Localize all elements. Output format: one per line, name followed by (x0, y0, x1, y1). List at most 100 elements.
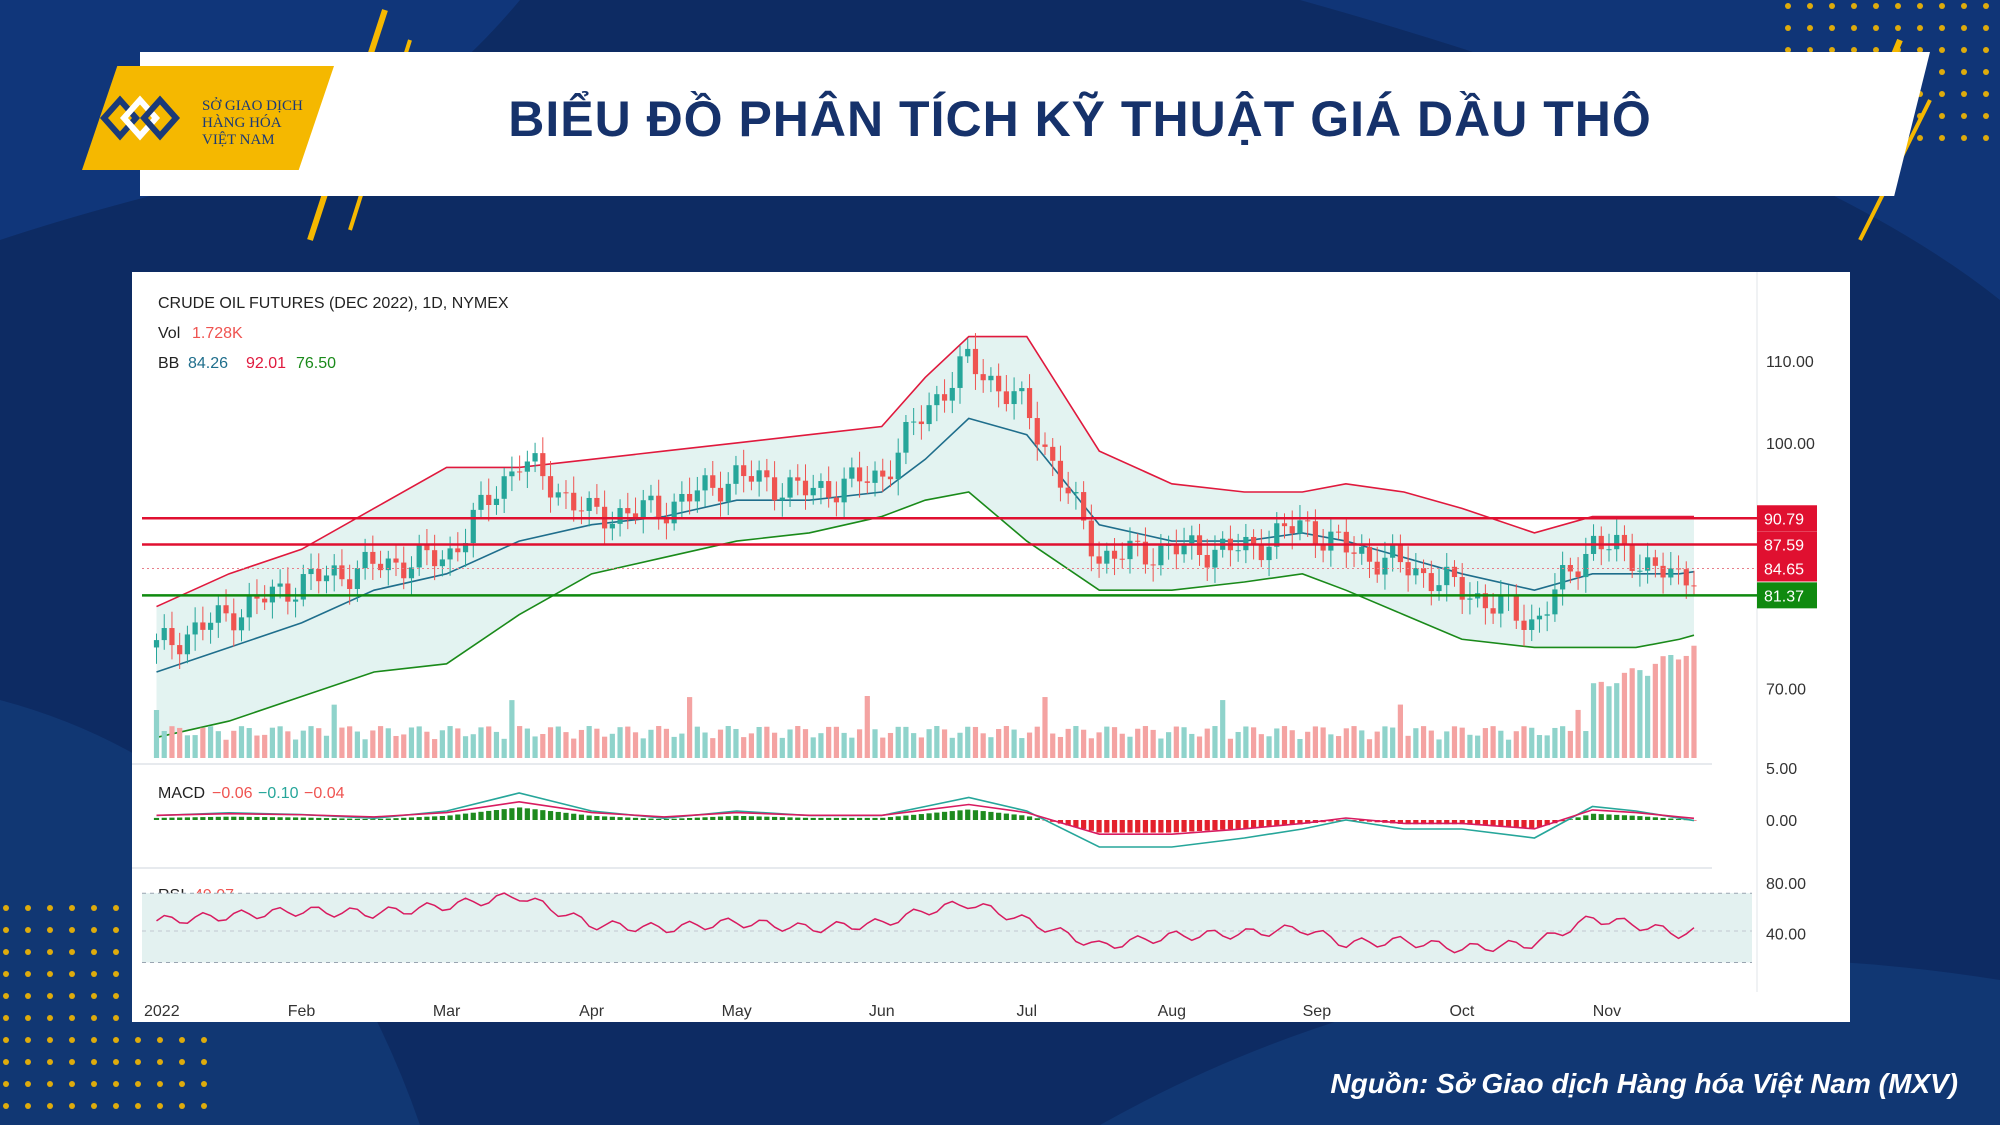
volume-bar (462, 736, 469, 758)
candle-body (1057, 460, 1064, 488)
candle-body (532, 453, 538, 462)
candle-body (988, 375, 994, 381)
macd-histogram-bar (292, 817, 299, 820)
level-tag-label: 84.65 (1764, 562, 1804, 579)
macd-histogram-bar (231, 816, 237, 820)
volume-bar (1227, 738, 1234, 758)
candle-body (1073, 492, 1079, 494)
volume-bar (1521, 726, 1527, 758)
volume-bar (586, 726, 592, 758)
candle-body (238, 617, 245, 631)
macd-histogram-bar (1490, 820, 1496, 827)
volume-bar (1127, 736, 1133, 758)
volume-bar (1073, 726, 1079, 758)
macd-histogram-bar (1073, 820, 1079, 828)
volume-bar (1451, 726, 1458, 758)
volume-bar (1652, 663, 1658, 758)
macd-histogram-bar (671, 818, 677, 820)
macd-histogram-bar (323, 818, 330, 820)
volume-bar (911, 733, 917, 758)
volume-bar (1274, 728, 1280, 758)
macd-histogram-bar (880, 817, 886, 820)
volume-bar (1258, 734, 1264, 758)
volume-bar (756, 726, 762, 758)
volume-bar (1119, 733, 1125, 758)
macd-histogram-bar (563, 812, 569, 820)
macd-histogram-bar (1266, 820, 1272, 827)
volume-axis-tick: 5.00 (1766, 761, 1797, 778)
volume-bar (1196, 736, 1203, 758)
candle-body (1212, 549, 1218, 568)
macd-histogram-bar (787, 817, 793, 820)
macd-histogram-bar (756, 816, 762, 820)
volume-bar (1560, 726, 1566, 758)
volume-bar (370, 730, 376, 758)
candle-body (547, 476, 554, 498)
candle-body (385, 558, 391, 571)
volume-bar (1359, 730, 1365, 758)
volume-bar (207, 726, 214, 758)
macd-histogram-bar (1467, 820, 1473, 825)
macd-histogram-bar (393, 818, 399, 820)
rsi-line (156, 892, 1695, 954)
candle-body (1081, 492, 1087, 521)
candle-body (1335, 531, 1342, 533)
volume-bar (609, 733, 615, 758)
candle-body (1621, 534, 1628, 546)
macd-histogram-bar (1529, 820, 1535, 829)
macd-histogram-bar (1026, 816, 1033, 820)
volume-bar (1482, 728, 1488, 758)
candle-body (308, 568, 314, 575)
macd-histogram-bar (1629, 815, 1635, 820)
macd-histogram-bar (331, 818, 337, 820)
candle-body (1127, 540, 1133, 560)
macd-histogram-bar (1675, 819, 1682, 820)
macd-histogram-bar (447, 815, 453, 820)
volume-bar (169, 726, 175, 758)
macd-histogram-bar (416, 817, 422, 820)
x-axis-tick: Oct (1449, 1003, 1474, 1020)
candle-body (632, 513, 639, 518)
volume-bar (934, 726, 940, 758)
macd-histogram-bar (347, 818, 353, 820)
volume-bar (1598, 681, 1604, 758)
macd-histogram-bar (856, 817, 863, 820)
volume-bar (686, 697, 693, 758)
macd-value-3: −0.04 (304, 785, 345, 802)
vol-label: Vol (158, 325, 180, 342)
macd-histogram-bar (408, 817, 415, 820)
volume-bar (1096, 732, 1102, 758)
macd-histogram-bar (339, 818, 345, 820)
candle-body (779, 497, 785, 501)
candle-body (594, 497, 600, 507)
candle-body (1668, 568, 1674, 578)
macd-histogram-bar (1614, 814, 1620, 820)
macd-histogram-bar (625, 817, 631, 820)
candle-body (1019, 388, 1025, 392)
level-tag-label: 81.37 (1764, 588, 1804, 605)
candle-body (1320, 545, 1326, 551)
candle-body (957, 356, 963, 388)
candle-body (486, 494, 492, 506)
volume-bar (1397, 704, 1403, 758)
candle-body (231, 613, 237, 631)
volume-bar (571, 738, 577, 758)
macd-histogram-bar (1335, 820, 1342, 821)
candle-body (771, 477, 778, 501)
candle-body (540, 453, 546, 477)
candle-body (1660, 565, 1666, 578)
volume-bar (1057, 736, 1064, 758)
candle-body (571, 492, 577, 511)
macd-histogram-bar (540, 810, 546, 820)
macd-histogram-bar (1212, 820, 1218, 831)
candle-body (1490, 608, 1496, 614)
candle-body (362, 551, 368, 569)
volume-bar (300, 730, 306, 758)
volume-bar (926, 729, 932, 758)
volume-bar (308, 726, 314, 758)
macd-histogram-bar (710, 816, 716, 820)
macd-histogram-bar (957, 810, 963, 820)
macd-histogram-bar (455, 814, 461, 820)
volume-bar (1351, 726, 1357, 758)
candle-body (1691, 585, 1697, 587)
